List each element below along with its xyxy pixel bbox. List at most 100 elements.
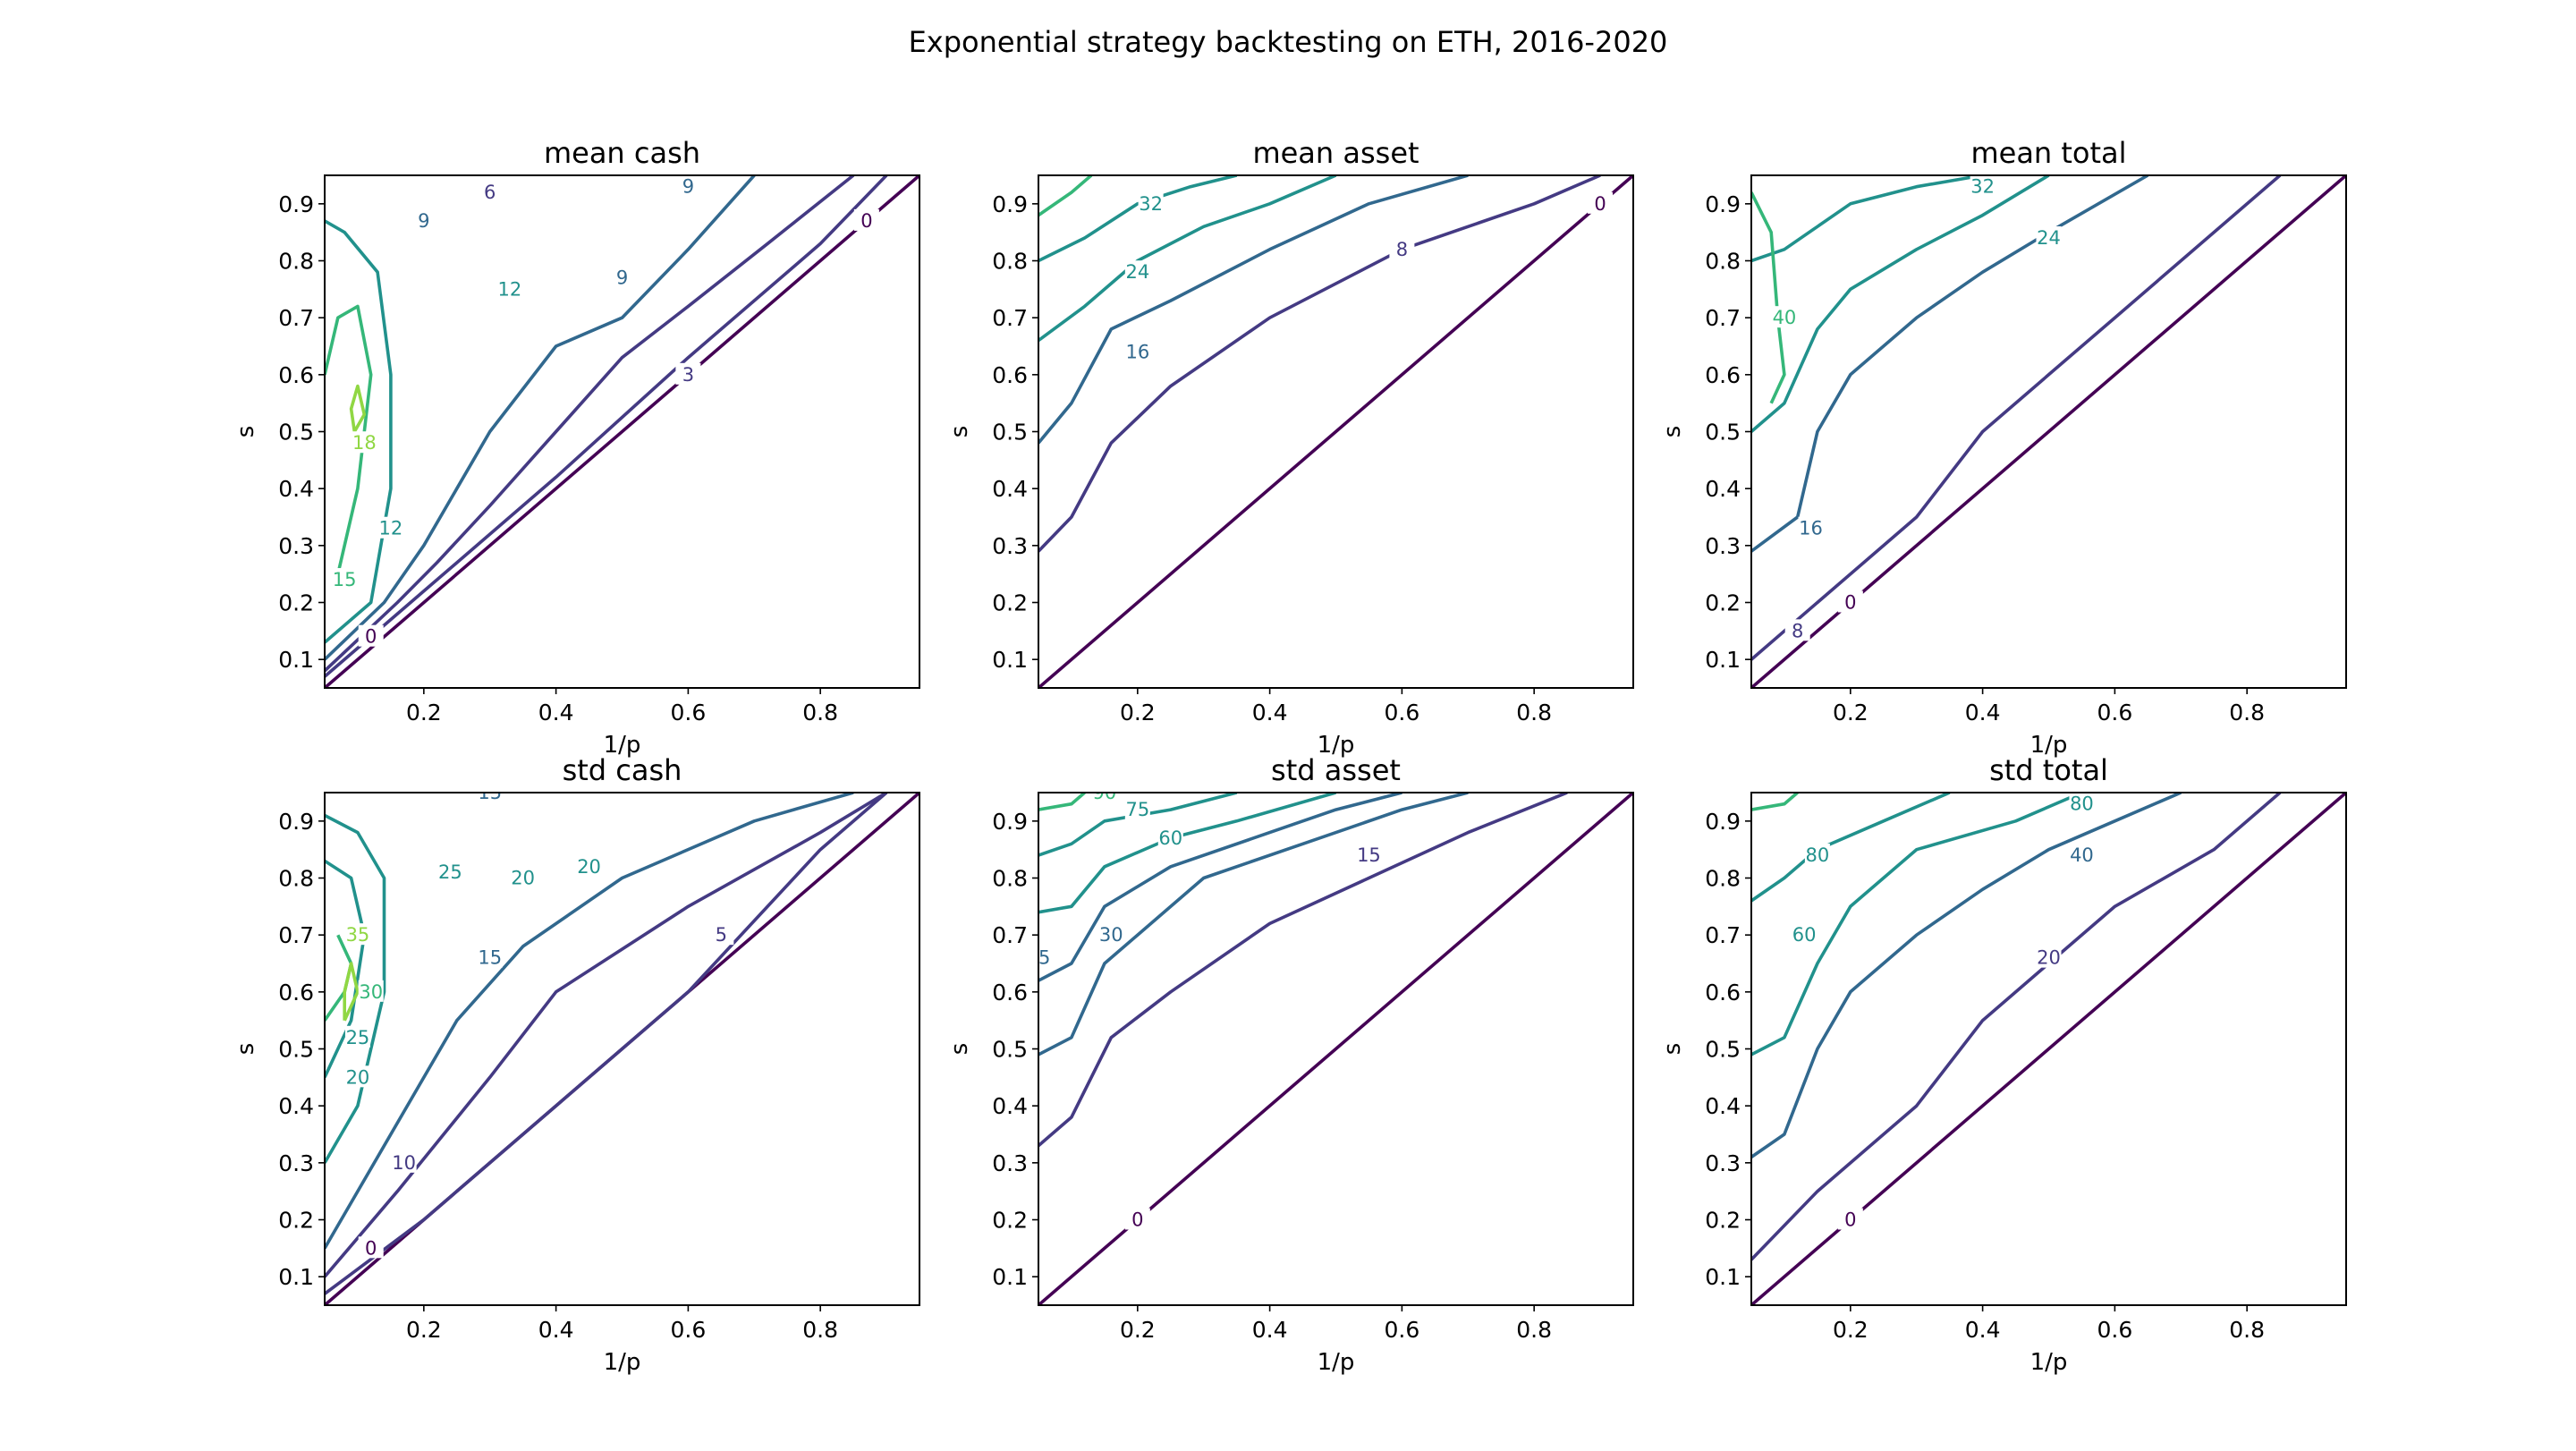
contour-label: 8 xyxy=(1792,620,1803,641)
y-axis-label: s xyxy=(233,1043,259,1056)
y-tick-label: 0.6 xyxy=(1705,980,1741,1006)
contour-label-bg xyxy=(2069,793,2095,814)
contour-label-bg xyxy=(1389,237,1415,259)
contour-label: 0 xyxy=(860,210,872,232)
y-tick-label: 0.4 xyxy=(1705,476,1741,502)
contour-label-bg xyxy=(358,1236,384,1259)
contour-label-bg xyxy=(1157,826,1183,848)
y-tick-label: 0.5 xyxy=(1705,1037,1741,1063)
contour-label: 35 xyxy=(346,924,370,946)
y-tick-label: 0.3 xyxy=(1705,1150,1741,1176)
contour-level-15 xyxy=(325,304,373,575)
x-axis-label: 1/p xyxy=(604,1349,641,1376)
contour-label-bg xyxy=(1970,175,1996,197)
y-tick-label: 0.1 xyxy=(992,647,1028,673)
y-tick-label: 0.4 xyxy=(278,476,314,502)
contour-label: 18 xyxy=(352,432,377,454)
contour-label: 25 xyxy=(438,861,462,883)
contour-label: 30 xyxy=(359,981,383,1003)
contour-label: 32 xyxy=(1970,176,1995,198)
y-tick-label: 0.8 xyxy=(278,249,314,275)
x-tick-label: 0.8 xyxy=(1516,1317,1552,1343)
y-tick-label: 0.4 xyxy=(1705,1093,1741,1119)
contour-label-bg xyxy=(496,277,522,300)
contour-level-9 xyxy=(325,175,756,661)
contour-label: 40 xyxy=(2070,844,2094,866)
contour-label-bg xyxy=(1792,923,1818,946)
contour-label: 0 xyxy=(1594,193,1606,215)
contour-label-bg xyxy=(1837,590,1863,613)
x-tick-label: 0.2 xyxy=(1120,1317,1156,1343)
contour-label-bg xyxy=(1038,946,1051,968)
x-axis-label: 1/p xyxy=(2030,732,2068,759)
contour-label: 16 xyxy=(1799,518,1823,539)
contour-label: 90 xyxy=(1093,782,1117,803)
subplot-mean-asset: 0 8 16 24 32 0.2 0.4 0.6 0.8 0.1 0.2 0.3 0.4 0.5 0.6 0.… xyxy=(946,136,1634,759)
contour-lines: 0 8 16 24 32 40 xyxy=(1751,175,2346,688)
contour-level-3 xyxy=(325,175,888,678)
contour-lines: 0 5 10 15 15 20 20 20 25 25 30 35 xyxy=(325,793,919,1305)
x-tick-label: 0.8 xyxy=(1516,700,1552,726)
x-tick-label: 0.2 xyxy=(1120,700,1156,726)
x-tick-label: 0.4 xyxy=(538,700,574,726)
contour-label-bg xyxy=(675,362,701,385)
x-tick-label: 0.2 xyxy=(406,700,442,726)
contour-label: 12 xyxy=(498,278,522,300)
contour-level-90 xyxy=(1038,793,1086,811)
contour-label: 6 xyxy=(484,182,496,203)
contour-label: 15 xyxy=(333,569,357,590)
y-axis-label: s xyxy=(1659,1043,1686,1056)
contour-label: 9 xyxy=(616,267,628,289)
y-tick-label: 0.6 xyxy=(1705,362,1741,388)
contour-label: 3 xyxy=(682,364,694,386)
contour-level-8 xyxy=(1038,175,1601,553)
contour-label-bg xyxy=(1784,619,1810,641)
contour-label-bg xyxy=(1138,191,1164,214)
y-tick-label: 0.6 xyxy=(278,362,314,388)
contour-level-45 xyxy=(1038,793,1402,982)
y-tick-label: 0.3 xyxy=(278,1150,314,1176)
contour-label-bg xyxy=(1588,191,1614,214)
y-axis-label: s xyxy=(946,426,973,438)
contour-lines: 0 8 16 24 32 xyxy=(1038,175,1633,688)
contour-label-bg xyxy=(2036,226,2062,249)
x-tick-label: 0.6 xyxy=(2097,700,2133,726)
contour-label: 16 xyxy=(1125,341,1149,362)
x-tick-label: 0.4 xyxy=(1965,1317,2001,1343)
y-tick-label: 0.5 xyxy=(1705,420,1741,445)
contour-label: 40 xyxy=(1773,307,1797,328)
y-tick-label: 0.9 xyxy=(992,191,1028,217)
contour-level-18 xyxy=(349,384,367,433)
contour-label-bg xyxy=(853,208,879,231)
x-tick-label: 0.6 xyxy=(671,1317,707,1343)
y-tick-label: 0.1 xyxy=(278,1264,314,1290)
y-tick-label: 0.5 xyxy=(992,1037,1028,1063)
contour-level-15 xyxy=(1038,793,1568,1148)
y-axis-label: s xyxy=(946,1043,973,1056)
contour-label: 32 xyxy=(1139,193,1163,215)
contour-label-bg xyxy=(1771,306,1797,328)
subplot-std-total: 0 20 40 60 80 80 0.2 0.4 0.6 0.8 0.1 0.2 0.3 0.4 0.5 0.… xyxy=(1659,753,2347,1376)
y-tick-label: 0.8 xyxy=(278,866,314,892)
y-tick-label: 0.8 xyxy=(1705,866,1741,892)
subplot-title: mean asset xyxy=(1252,136,1419,170)
x-tick-label: 0.6 xyxy=(2097,1317,2133,1343)
subplot-title: std asset xyxy=(1271,753,1401,787)
contour-label-bg xyxy=(437,861,463,883)
subplot-mean-total: 0 8 16 24 32 40 0.2 0.4 0.6 0.8 0.1 0.2 0.3 0.4 0.5 0.6… xyxy=(1659,136,2347,759)
contour-level-60 xyxy=(1751,793,2083,1056)
x-tick-label: 0.8 xyxy=(2229,700,2265,726)
y-tick-label: 0.1 xyxy=(1705,1264,1741,1290)
y-tick-label: 0.9 xyxy=(1705,191,1741,217)
contour-level-32 xyxy=(1751,175,1983,263)
contour-label-bg xyxy=(1124,260,1150,283)
y-tick-label: 0.7 xyxy=(1705,305,1741,331)
contour-label: 9 xyxy=(418,210,429,232)
subplot-std-cash: 0 5 10 15 15 20 20 20 25 25 30 35 0.2 0.4 0.6 0.8 0.1 0.2… xyxy=(233,753,920,1376)
contour-label-bg xyxy=(344,1025,370,1048)
y-tick-label: 0.7 xyxy=(1705,922,1741,948)
contour-level-16 xyxy=(1038,175,1469,445)
contour-label-bg xyxy=(2069,844,2095,866)
